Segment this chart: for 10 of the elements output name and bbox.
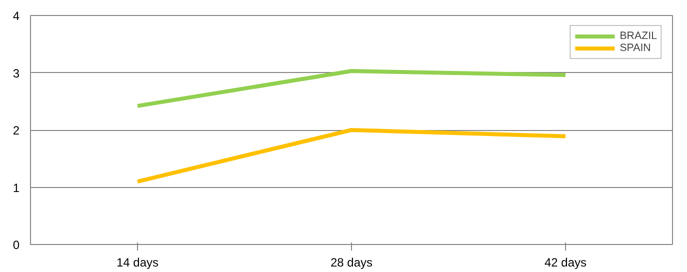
y-tick-label: 2 [12, 124, 20, 138]
y-tick-label: 4 [12, 9, 20, 23]
x-tick-label: 42 days [544, 256, 587, 270]
y-tick-label: 1 [12, 180, 20, 195]
x-tick-label: 28 days [330, 256, 373, 270]
y-tick-label: 0 [12, 238, 20, 252]
x-tick-label: 14 days [116, 256, 159, 270]
legend-label: BRAZIL [620, 30, 657, 42]
y-tick-label: 3 [12, 66, 20, 80]
legend-label: SPAIN [620, 42, 651, 54]
